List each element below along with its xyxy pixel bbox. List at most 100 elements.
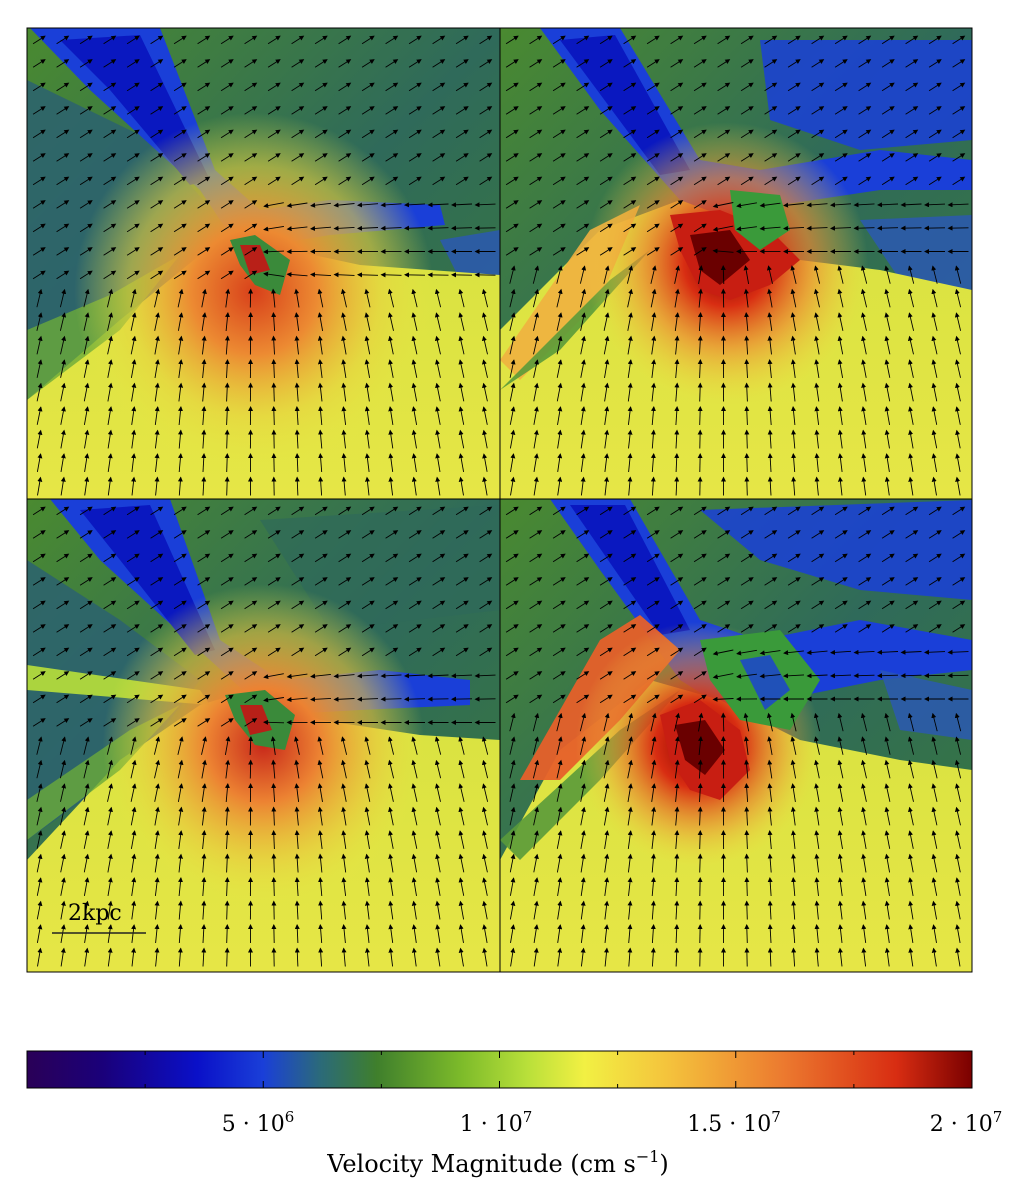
velocity-arrow <box>79 647 93 657</box>
velocity-arrow <box>130 736 137 755</box>
velocity-arrow <box>341 335 347 355</box>
scale-bar-label: 2kpc <box>68 901 122 926</box>
velocity-arrow <box>928 82 942 92</box>
velocity-arrow <box>36 359 43 378</box>
velocity-arrow <box>455 176 469 186</box>
velocity-arrow <box>952 176 966 186</box>
velocity-arrow <box>604 429 610 449</box>
velocity-arrow <box>599 106 613 115</box>
velocity-arrow <box>576 59 590 68</box>
velocity-arrow <box>931 312 938 331</box>
velocity-arrow <box>697 359 703 379</box>
velocity-arrow <box>60 947 66 967</box>
velocity-arrow <box>103 530 117 539</box>
velocity-arrow <box>837 288 844 308</box>
velocity-arrow <box>744 406 750 426</box>
velocity-arrow <box>56 624 70 633</box>
velocity-arrow <box>36 335 43 355</box>
velocity-arrow <box>244 270 258 280</box>
velocity-arrow <box>244 153 258 162</box>
colorbar-tick-label: 5 · 106 <box>222 1108 295 1137</box>
velocity-arrow <box>482 453 488 472</box>
velocity-arrow <box>271 312 277 332</box>
velocity-arrow <box>126 624 140 633</box>
velocity-arrow <box>693 247 707 256</box>
velocity-arrow <box>411 382 418 402</box>
velocity-arrow <box>32 530 46 539</box>
velocity-arrow <box>130 759 137 779</box>
velocity-arrow <box>173 270 187 280</box>
velocity-arrow <box>314 35 328 45</box>
velocity-arrow <box>505 223 519 233</box>
velocity-arrow <box>576 223 590 233</box>
velocity-arrow <box>623 153 637 162</box>
velocity-arrow <box>552 106 566 115</box>
velocity-arrow <box>244 59 258 68</box>
velocity-arrow <box>126 223 140 233</box>
velocity-arrow <box>150 106 164 115</box>
panel-top-right <box>500 28 972 499</box>
velocity-arrow <box>126 553 140 563</box>
velocity-arrow <box>408 35 422 45</box>
velocity-arrow <box>103 718 117 727</box>
velocity-arrow <box>670 129 684 139</box>
velocity-arrow <box>533 382 539 402</box>
velocity-arrow <box>837 312 844 331</box>
velocity-arrow <box>435 453 441 472</box>
velocity-arrow <box>806 202 828 208</box>
velocity-arrow <box>952 35 966 45</box>
velocity-arrow <box>56 270 70 280</box>
velocity-arrow <box>388 453 394 472</box>
velocity-arrow <box>791 476 797 496</box>
velocity-arrow <box>314 82 328 92</box>
velocity-arrow <box>670 82 684 92</box>
velocity-arrow <box>670 35 684 45</box>
velocity-arrow <box>759 225 781 231</box>
velocity-arrow <box>32 647 46 657</box>
colorbar-tick-label: 1 · 107 <box>460 1108 533 1137</box>
velocity-arrow <box>931 453 938 472</box>
velocity-arrow <box>505 82 519 92</box>
velocity-arrow <box>674 335 680 355</box>
velocity-arrow <box>107 382 113 402</box>
velocity-arrow <box>580 382 586 402</box>
velocity-arrow <box>693 82 707 92</box>
velocity-arrow <box>599 247 613 256</box>
velocity-arrow <box>173 200 187 209</box>
velocity-arrow <box>557 429 563 449</box>
velocity-arrow <box>479 82 493 92</box>
velocity-arrow <box>576 176 590 186</box>
velocity-arrow <box>32 624 46 633</box>
velocity-arrow <box>220 153 234 162</box>
velocity-arrow <box>905 82 919 92</box>
velocity-arrow <box>385 106 399 115</box>
velocity-arrow <box>131 453 137 472</box>
velocity-arrow <box>627 476 633 496</box>
velocity-arrow <box>404 202 426 208</box>
velocity-arrow <box>263 202 284 209</box>
velocity-arrow <box>173 35 187 45</box>
velocity-arrow <box>604 382 610 402</box>
velocity-arrow <box>952 82 966 92</box>
velocity-arrow <box>432 106 446 115</box>
velocity-arrow <box>837 429 843 449</box>
velocity-arrow <box>740 106 754 115</box>
velocity-arrow <box>130 806 137 826</box>
velocity-arrow <box>697 312 703 332</box>
velocity-arrow <box>267 106 281 115</box>
velocity-arrow <box>479 176 493 186</box>
velocity-arrow <box>267 59 281 68</box>
velocity-arrow <box>314 129 328 139</box>
velocity-arrow <box>744 900 750 920</box>
velocity-arrow <box>861 382 867 402</box>
velocity-arrow <box>244 82 258 92</box>
velocity-arrow <box>482 382 488 402</box>
velocity-arrow <box>79 553 93 563</box>
velocity-arrow <box>177 312 184 331</box>
velocity-arrow <box>32 506 46 516</box>
velocity-arrow <box>224 453 230 473</box>
velocity-arrow <box>837 265 844 284</box>
velocity-arrow <box>670 247 684 256</box>
velocity-arrow <box>173 153 187 162</box>
velocity-arrow <box>646 59 660 68</box>
